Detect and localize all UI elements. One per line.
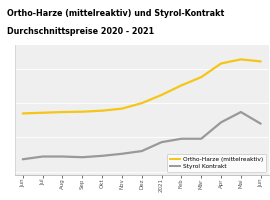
- Text: Ortho-Harze (mittelreaktiv) und Styrol-Kontrakt: Ortho-Harze (mittelreaktiv) und Styrol-K…: [7, 9, 224, 18]
- Legend: Ortho-Harze (mittelreaktiv), Styrol Kontrakt: Ortho-Harze (mittelreaktiv), Styrol Kont…: [167, 154, 266, 172]
- Text: Durchschnittspreise 2020 - 2021: Durchschnittspreise 2020 - 2021: [7, 27, 154, 36]
- Text: © 2021 Kunststoff Information, Bad Homburg - www.kiweb.de: © 2021 Kunststoff Information, Bad Hombu…: [4, 189, 167, 194]
